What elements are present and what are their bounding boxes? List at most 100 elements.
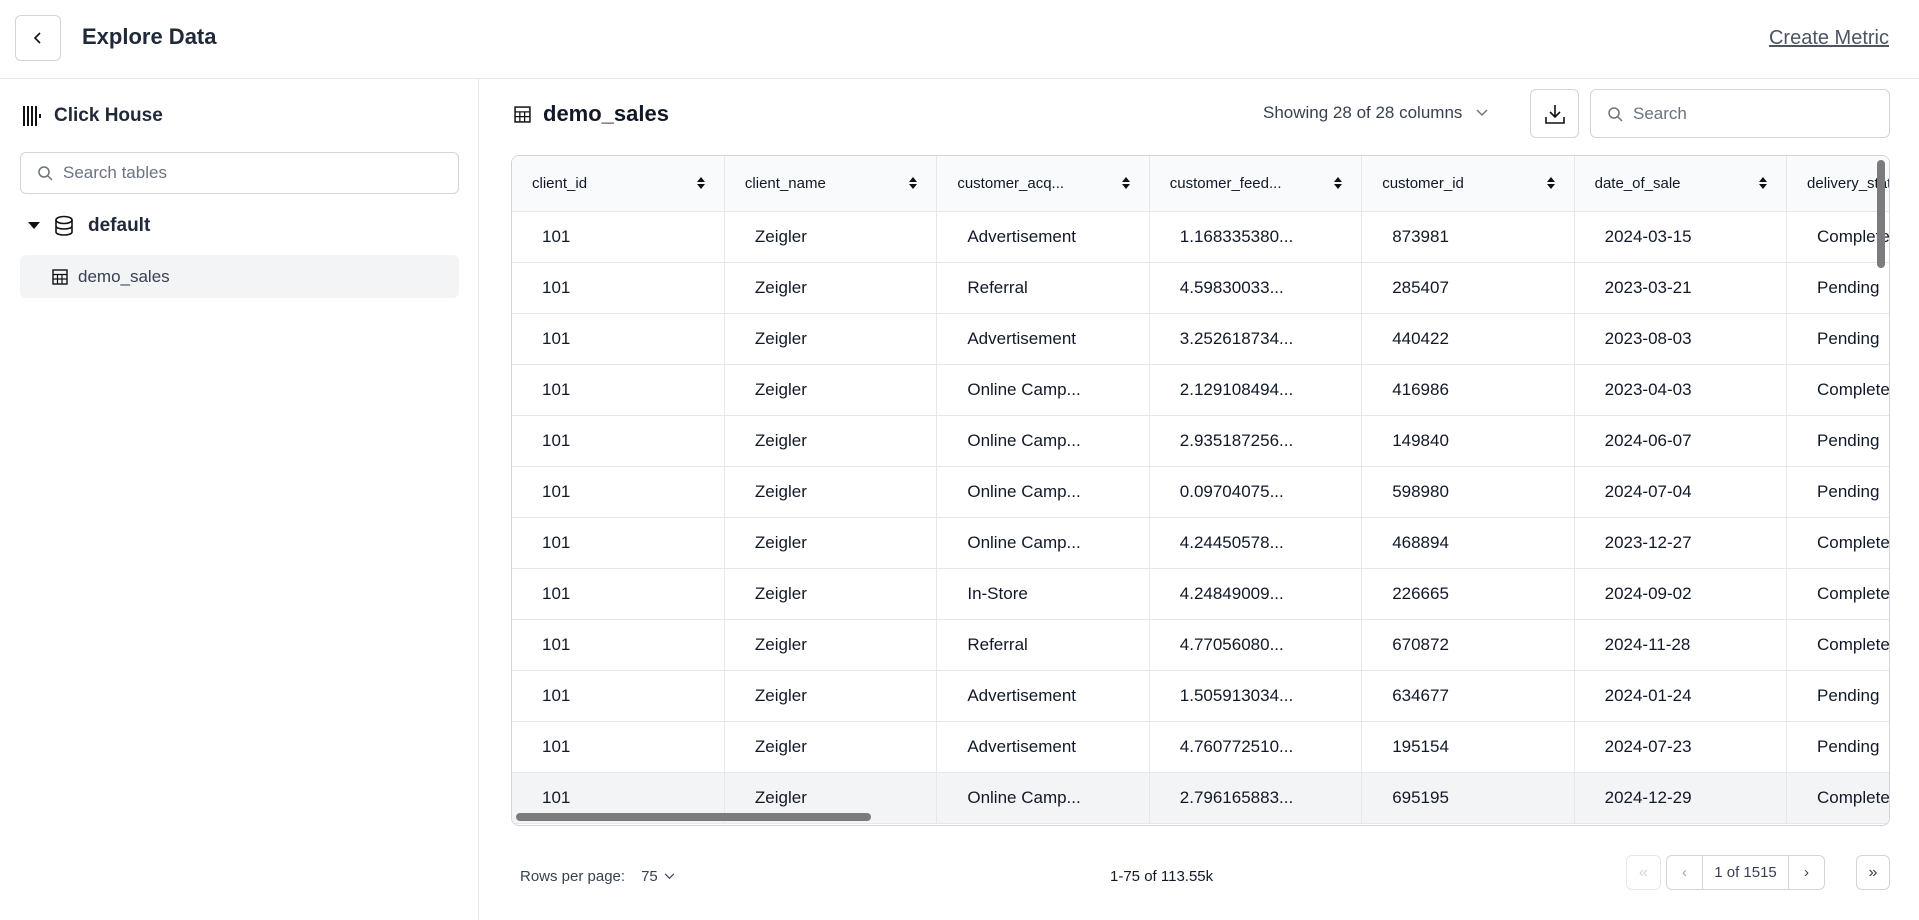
table-cell: 2023-12-27 xyxy=(1574,517,1788,569)
table-cell: 2023-03-21 xyxy=(1574,262,1788,314)
table-cell: 4.760772510... xyxy=(1149,721,1363,773)
table-cell: 2023-04-03 xyxy=(1574,364,1788,416)
table-row[interactable]: 101 Zeigler Online Camp... 0.09704075... 598… xyxy=(512,466,1889,518)
table-cell: 101 xyxy=(512,364,725,416)
chevron-left-icon xyxy=(33,32,41,44)
table-cell: Referral xyxy=(936,619,1150,671)
column-header[interactable]: customer_acq... xyxy=(936,156,1150,212)
sort-icon[interactable] xyxy=(1121,176,1131,190)
pagination-bar: Rows per page: 75 1-75 of 113.55k « ‹ 1 … xyxy=(480,855,1919,890)
create-metric-link[interactable]: Create Metric xyxy=(1768,27,1889,49)
table-cell: 4.24849009... xyxy=(1149,568,1363,620)
table-cell: 2024-03-15 xyxy=(1574,211,1788,263)
clickhouse-icon xyxy=(23,106,41,126)
column-header[interactable]: date_of_sale xyxy=(1574,156,1788,212)
table-cell: 873981 xyxy=(1361,211,1575,263)
chevron-down-icon xyxy=(1476,109,1488,116)
table-cell: Pending xyxy=(1786,415,1889,467)
table-cell: Zeigler xyxy=(724,262,938,314)
table-cell: Zeigler xyxy=(724,670,938,722)
table-cell: Zeigler xyxy=(724,568,938,620)
first-page-button[interactable]: « xyxy=(1626,855,1661,890)
search-input[interactable]: Search xyxy=(1590,89,1890,138)
table-row[interactable]: 101 Zeigler Online Camp... 2.796165883... 69… xyxy=(512,772,1889,824)
sort-icon[interactable] xyxy=(1758,176,1768,190)
table-cell: In-Store xyxy=(936,568,1150,620)
table-row[interactable]: 101 Zeigler Online Camp... 2.935187256... 14… xyxy=(512,415,1889,467)
column-header-label: customer_id xyxy=(1382,174,1464,192)
table-cell: 101 xyxy=(512,568,725,620)
table-row[interactable]: 101 Zeigler Referral 4.59830033... 285407 202… xyxy=(512,262,1889,314)
rows-per-page-select[interactable]: 75 xyxy=(641,868,675,885)
column-header-label: delivery_status xyxy=(1807,174,1889,192)
table-cell: Zeigler xyxy=(724,415,938,467)
table-cell: Pending xyxy=(1786,313,1889,365)
column-header[interactable]: client_name xyxy=(724,156,938,212)
column-header[interactable]: delivery_status xyxy=(1786,156,1889,212)
vertical-scrollbar[interactable] xyxy=(1877,160,1885,268)
search-tables-input[interactable]: Search tables xyxy=(20,152,459,194)
table-name: demo_sales xyxy=(78,266,170,286)
table-cell: 1.168335380... xyxy=(1149,211,1363,263)
table-cell: Zeigler xyxy=(724,619,938,671)
table-cell: 598980 xyxy=(1361,466,1575,518)
top-bar: Explore Data Create Metric xyxy=(0,0,1919,79)
table-cell: 468894 xyxy=(1361,517,1575,569)
table-title: demo_sales xyxy=(514,101,669,127)
data-source-name: Click House xyxy=(54,105,163,126)
table-cell: Pending xyxy=(1786,670,1889,722)
next-page-button[interactable]: › xyxy=(1788,856,1824,889)
table-cell: 101 xyxy=(512,721,725,773)
page-indicator: 1 of 1515 xyxy=(1714,864,1777,881)
table-cell: 101 xyxy=(512,517,725,569)
download-button[interactable] xyxy=(1530,89,1579,138)
table-icon xyxy=(514,105,531,123)
column-header[interactable]: customer_feed... xyxy=(1149,156,1363,212)
back-button[interactable] xyxy=(15,15,61,61)
column-header[interactable]: client_id xyxy=(512,156,725,212)
table-cell: Advertisement xyxy=(936,211,1150,263)
row-range: 1-75 of 113.55k xyxy=(1110,868,1214,885)
table-row[interactable]: 101 Zeigler Online Camp... 2.129108494... 41… xyxy=(512,364,1889,416)
table-row[interactable]: 101 Zeigler Referral 4.77056080... 670872 202… xyxy=(512,619,1889,671)
table-cell: Online Camp... xyxy=(936,517,1150,569)
database-name: default xyxy=(88,215,151,236)
columns-selector-label: Showing 28 of 28 columns xyxy=(1263,103,1463,122)
table-cell: Zeigler xyxy=(724,313,938,365)
database-default[interactable]: default xyxy=(28,215,150,237)
table-cell: 4.24450578... xyxy=(1149,517,1363,569)
table-cell: Advertisement xyxy=(936,313,1150,365)
search-icon xyxy=(1608,106,1623,122)
table-row[interactable]: 101 Zeigler Advertisement 1.168335380... 873… xyxy=(512,211,1889,263)
table-row[interactable]: 101 Zeigler Advertisement 3.252618734... 440… xyxy=(512,313,1889,365)
last-page-button[interactable]: » xyxy=(1856,855,1890,890)
columns-selector[interactable]: Showing 28 of 28 columns xyxy=(1263,103,1488,123)
table-cell: 285407 xyxy=(1361,262,1575,314)
main-panel: demo_sales Showing 28 of 28 columns Sear… xyxy=(480,79,1919,920)
table-cell: 101 xyxy=(512,262,725,314)
table-cell: Zeigler xyxy=(724,721,938,773)
double-chevron-left-icon: « xyxy=(1639,863,1648,881)
rows-per-page-value: 75 xyxy=(641,868,658,885)
table-cell: 101 xyxy=(512,619,725,671)
sidebar-table-demo-sales[interactable]: demo_sales xyxy=(20,255,459,298)
sort-icon[interactable] xyxy=(908,176,918,190)
table-row[interactable]: 101 Zeigler In-Store 4.24849009... 226665 202… xyxy=(512,568,1889,620)
sort-icon[interactable] xyxy=(1546,176,1556,190)
sort-icon[interactable] xyxy=(696,176,706,190)
table-cell: 195154 xyxy=(1361,721,1575,773)
prev-page-button[interactable]: ‹ xyxy=(1667,856,1703,889)
table-cell: 3.252618734... xyxy=(1149,313,1363,365)
column-header[interactable]: customer_id xyxy=(1361,156,1575,212)
sort-icon[interactable] xyxy=(1333,176,1343,190)
table-row[interactable]: 101 Zeigler Online Camp... 4.24450578... 468… xyxy=(512,517,1889,569)
table-row[interactable]: 101 Zeigler Advertisement 4.760772510... 195… xyxy=(512,721,1889,773)
horizontal-scrollbar[interactable] xyxy=(516,813,871,821)
table-cell: Online Camp... xyxy=(936,772,1150,824)
table-cell: 149840 xyxy=(1361,415,1575,467)
database-icon xyxy=(55,215,73,236)
table-cell: Referral xyxy=(936,262,1150,314)
table-row[interactable]: 101 Zeigler Advertisement 1.505913034... 634… xyxy=(512,670,1889,722)
column-header-label: customer_acq... xyxy=(957,174,1065,192)
data-source: Click House xyxy=(22,105,163,127)
